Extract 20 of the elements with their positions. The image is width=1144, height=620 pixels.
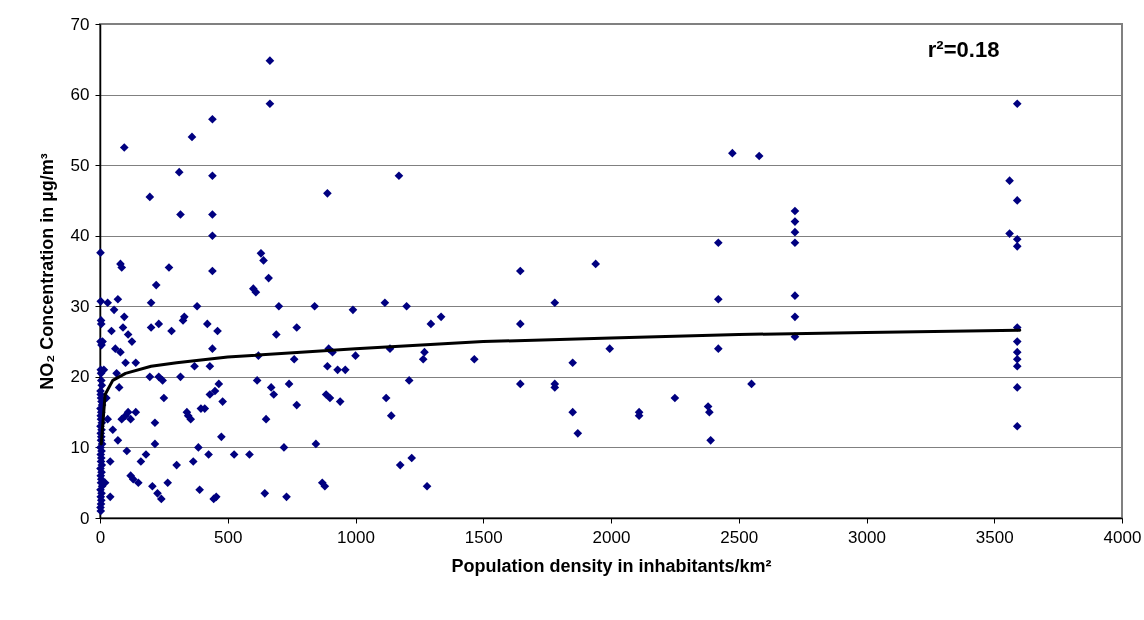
- y-tick-label: 30: [70, 296, 90, 316]
- x-tick-label: 3500: [975, 527, 1014, 547]
- y-tick-label: 40: [70, 226, 90, 246]
- y-axis-title: NO₂ Concentration in µg/m³: [36, 153, 57, 390]
- y-tick-label: 70: [70, 14, 90, 34]
- y-tick-label: 50: [70, 155, 90, 175]
- x-tick-label: 500: [214, 527, 243, 547]
- annotation: r²=0.18: [927, 37, 1000, 62]
- x-tick-label: 2500: [720, 527, 759, 547]
- y-tick-label: 20: [70, 367, 90, 387]
- y-tick-label: 10: [70, 437, 90, 457]
- y-tick-label: 60: [70, 85, 90, 105]
- x-axis-title: Population density in inhabitants/km²: [451, 555, 772, 576]
- x-tick-label: 1000: [337, 527, 375, 547]
- x-tick-label: 0: [95, 527, 106, 547]
- x-tick-label: 1500: [464, 527, 503, 547]
- x-tick-label: 4000: [1103, 527, 1142, 547]
- x-tick-label: 2000: [592, 527, 631, 547]
- y-tick-label: 0: [80, 508, 90, 528]
- x-tick-label: 3000: [848, 527, 886, 547]
